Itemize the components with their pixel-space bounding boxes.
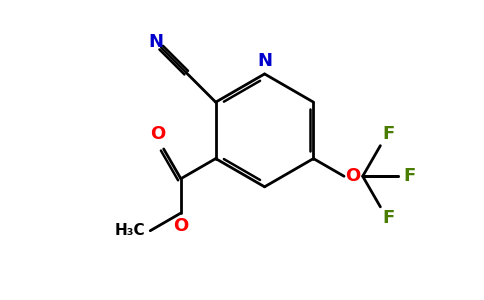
- Text: O: O: [345, 167, 361, 185]
- Text: O: O: [173, 217, 188, 235]
- Text: F: F: [403, 167, 415, 185]
- Text: F: F: [383, 209, 395, 227]
- Text: O: O: [150, 125, 166, 143]
- Text: N: N: [257, 52, 272, 70]
- Text: F: F: [383, 125, 395, 143]
- Text: N: N: [149, 34, 164, 52]
- Text: H₃C: H₃C: [115, 223, 145, 238]
